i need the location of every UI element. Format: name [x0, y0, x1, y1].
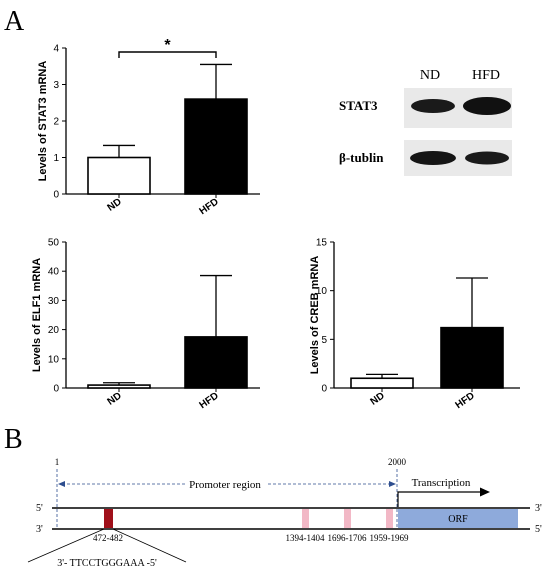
blot-column-nd: ND — [420, 68, 440, 83]
blot-band-stat3-hfd — [463, 97, 511, 115]
x-tick-label: HFD — [198, 390, 221, 411]
y-tick-label: 0 — [321, 384, 327, 395]
transcription-arrow — [397, 491, 482, 507]
y-axis-label: Levels of ELF1 mRNA — [31, 258, 43, 372]
y-tick-label: 20 — [48, 325, 60, 336]
start-position-label: 1 — [55, 457, 60, 467]
binding-site-1696 — [344, 509, 351, 528]
significance-bracket — [118, 51, 217, 58]
y-tick-label: 0 — [53, 190, 59, 201]
strand-bottom-right-label: 5' — [535, 524, 542, 535]
end-position-label: 2000 — [388, 457, 407, 467]
creb-bar-chart: 0 5 10 15 Levels of CREB mRNA ND HFD — [309, 238, 520, 411]
y-tick-label: 10 — [48, 354, 60, 365]
zoom-line-left — [27, 528, 105, 563]
bar-hfd — [184, 336, 248, 389]
bar-nd — [87, 156, 151, 195]
bar-hfd — [440, 326, 504, 389]
y-tick-label: 30 — [48, 296, 60, 307]
panel-label-a: A — [4, 6, 25, 37]
strand-bottom-left-label: 3' — [36, 524, 43, 535]
strand-top-left-label: 5' — [36, 503, 43, 514]
orf-box — [398, 509, 518, 528]
y-tick-label: 1 — [53, 153, 59, 164]
transcription-arrowhead — [480, 487, 490, 497]
y-tick-label: 2 — [53, 117, 59, 128]
blot-column-hfd: HFD — [472, 68, 500, 83]
binding-site-1959 — [386, 509, 393, 528]
binding-site-1394 — [302, 509, 309, 528]
y-axis-label: Levels of STAT3 mRNA — [37, 61, 49, 182]
y-tick-label: 15 — [316, 238, 328, 249]
site-label-1696: 1696-1706 — [328, 533, 367, 543]
blot-row-stat3: STAT3 — [339, 98, 378, 113]
binding-sequence: 3'- TTCCTGGGAAA -5' — [57, 558, 157, 569]
y-tick-label: 50 — [48, 238, 60, 249]
x-tick-label: ND — [106, 196, 124, 213]
stat3-bar-chart: 0 1 2 3 4 Levels of STAT3 mRNA ND HFD * — [37, 37, 260, 217]
blot-band-tublin-hfd — [465, 151, 509, 165]
y-tick-label: 5 — [321, 335, 327, 346]
y-tick-label: 10 — [316, 286, 328, 297]
region-arrowhead-left — [58, 481, 65, 487]
y-axis-label: Levels of CREB mRNA — [309, 256, 321, 375]
region-arrowhead-right — [389, 481, 396, 487]
site-label-1394: 1394-1404 — [286, 533, 325, 543]
site-label-1959: 1959-1969 — [370, 533, 409, 543]
bar-hfd — [184, 98, 248, 195]
elf1-bar-chart: 0 10 20 30 40 50 Levels of ELF1 mRNA ND HFD — [31, 238, 260, 411]
y-tick-label: 40 — [48, 267, 60, 278]
bar-nd — [87, 384, 151, 389]
blot-row-tublin: β-tublin — [339, 150, 384, 165]
transcription-label: Transcription — [412, 477, 471, 489]
y-tick-label: 3 — [53, 80, 59, 91]
zoom-line-right — [112, 528, 187, 563]
panel-label-b: B — [4, 424, 23, 455]
x-tick-label: ND — [369, 390, 387, 407]
significance-star: * — [164, 37, 171, 54]
blot-band-tublin-nd — [410, 151, 456, 165]
bar-nd — [350, 377, 414, 389]
y-tick-label: 0 — [53, 384, 59, 395]
x-tick-label: HFD — [198, 196, 221, 217]
binding-site-main — [104, 509, 113, 528]
site-label-472: 472-482 — [93, 533, 123, 543]
promoter-diagram: 1 2000 Promoter region Transcription ORF… — [27, 457, 542, 569]
strand-top-right-label: 3' — [535, 503, 542, 514]
orf-label: ORF — [448, 514, 468, 525]
x-tick-label: ND — [106, 390, 124, 407]
western-blot: ND HFD STAT3 β-tublin — [339, 68, 512, 176]
promoter-region-label: Promoter region — [189, 479, 261, 491]
blot-band-stat3-nd — [411, 99, 455, 113]
x-tick-label: HFD — [454, 390, 477, 411]
y-tick-label: 4 — [53, 44, 59, 55]
